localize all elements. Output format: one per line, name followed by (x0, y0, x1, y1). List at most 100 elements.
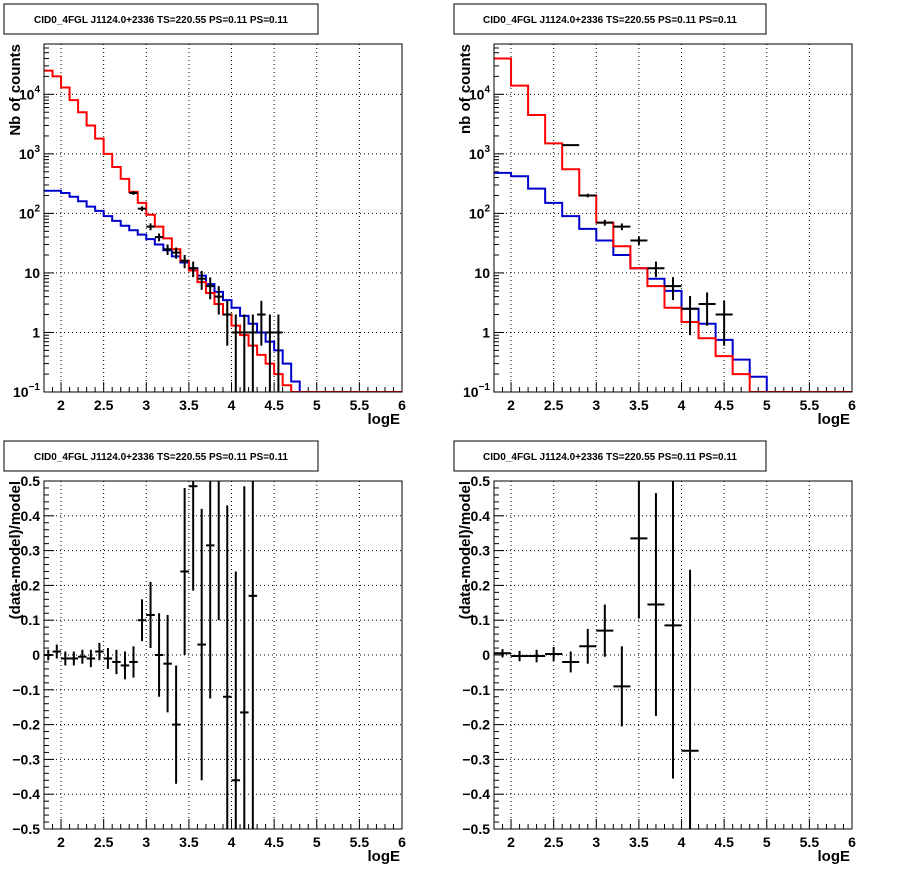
chart-title-box (3, 3, 319, 35)
data-point (562, 651, 580, 673)
data-point (214, 286, 223, 315)
data-point (154, 613, 164, 697)
model-component-line (44, 189, 402, 392)
data-point (511, 650, 529, 662)
data-point (171, 665, 181, 784)
y-tick-label: −0.5 (12, 821, 40, 837)
data-point (180, 487, 189, 655)
x-tick-label: 4.5 (714, 834, 734, 850)
data-point (248, 314, 258, 392)
data-point (129, 646, 138, 678)
x-tick-label: 3 (142, 834, 150, 850)
y-tick-label: 10−1 (463, 382, 490, 400)
y-tick-label: 10 (474, 265, 490, 281)
y-tick-label: −0.2 (12, 717, 40, 733)
x-tick-label: 2 (507, 397, 515, 413)
x-tick-label: 3 (592, 834, 600, 850)
data-point (494, 649, 512, 658)
data-point (61, 651, 70, 666)
x-axis-label: logE (368, 411, 401, 428)
chart-panel-2: CID0_4FGL J1124.0+2336 TS=220.55 PS=0.11… (453, 3, 856, 428)
data-point (231, 571, 241, 829)
y-tick-label: −0.4 (462, 786, 490, 802)
chart-title-box (3, 440, 319, 472)
y-tick-label: −0.3 (462, 751, 490, 767)
plot-area (44, 481, 258, 829)
y-tick-label: 0.3 (471, 543, 491, 559)
data-point (223, 505, 232, 829)
data-point (613, 646, 631, 727)
data-point (630, 236, 648, 246)
x-tick-label: 4 (678, 834, 686, 850)
data-point (630, 481, 648, 619)
y-tick-label: 103 (19, 144, 41, 162)
x-tick-label: 6 (848, 397, 856, 413)
data-point (647, 493, 665, 716)
y-tick-label: 0 (482, 647, 490, 663)
data-point (137, 599, 147, 642)
data-point (647, 261, 665, 278)
x-tick-label: 6 (398, 834, 406, 850)
data-point (112, 649, 121, 675)
data-point (613, 223, 631, 231)
plot-frame (43, 43, 403, 393)
x-tick-label: 3.5 (179, 834, 199, 850)
x-tick-label: 4 (228, 397, 236, 413)
chart-title: CID0_4FGL J1124.0+2336 TS=220.55 PS=0.11… (483, 452, 737, 463)
chart-title-box (453, 3, 767, 35)
plot-area (494, 481, 699, 829)
data-point (240, 314, 249, 392)
y-axis-label: Nb of counts (7, 44, 24, 136)
data-point (248, 481, 258, 829)
x-tick-label: 3.5 (179, 397, 199, 413)
y-tick-label: 0.5 (21, 473, 41, 489)
data-point (120, 651, 130, 680)
y-tick-label: 0 (32, 647, 40, 663)
data-point (698, 292, 716, 326)
x-tick-label: 4 (678, 397, 686, 413)
y-tick-label: 0.4 (21, 508, 41, 524)
data-point (217, 481, 220, 621)
y-tick-label: −0.4 (12, 786, 40, 802)
model-component-line (494, 171, 852, 392)
x-tick-label: 3 (592, 397, 600, 413)
plot-area (494, 57, 852, 392)
data-point (205, 481, 215, 699)
data-point (681, 295, 699, 336)
x-tick-label: 2 (507, 834, 515, 850)
data-point (78, 649, 87, 664)
y-axis-label: (data-model)/model (457, 481, 474, 619)
x-tick-label: 5 (313, 397, 321, 413)
data-point (528, 649, 546, 663)
x-tick-label: 5.5 (800, 834, 820, 850)
data-point (579, 628, 597, 664)
chart-title-box (453, 440, 767, 472)
y-tick-label: 10 (24, 265, 40, 281)
x-tick-label: 2.5 (544, 397, 564, 413)
x-tick-label: 5 (313, 834, 321, 850)
data-point (257, 300, 266, 346)
x-tick-label: 4.5 (264, 397, 284, 413)
y-tick-label: 0.4 (471, 508, 491, 524)
y-tick-label: 1 (482, 324, 490, 340)
y-tick-label: 0.2 (21, 577, 41, 593)
x-tick-label: 5.5 (350, 397, 370, 413)
y-tick-label: 103 (469, 144, 491, 162)
y-axis-label: nb of counts (457, 44, 474, 134)
data-point (86, 649, 96, 668)
chart-title: CID0_4FGL J1124.0+2336 TS=220.55 PS=0.11… (483, 15, 737, 26)
y-tick-label: −0.5 (462, 821, 490, 837)
x-tick-label: 4.5 (714, 397, 734, 413)
model-total-line (44, 69, 402, 392)
data-point (265, 314, 275, 392)
y-tick-label: 0.1 (471, 612, 491, 628)
data-point (103, 648, 113, 669)
y-tick-label: −0.1 (462, 682, 490, 698)
y-tick-label: 0.1 (21, 612, 41, 628)
data-point (231, 314, 241, 392)
chart-panel-3: CID0_4FGL J1124.0+2336 TS=220.55 PS=0.11… (3, 440, 406, 865)
data-point (562, 144, 580, 147)
data-point (188, 481, 198, 591)
x-tick-label: 3.5 (629, 834, 649, 850)
